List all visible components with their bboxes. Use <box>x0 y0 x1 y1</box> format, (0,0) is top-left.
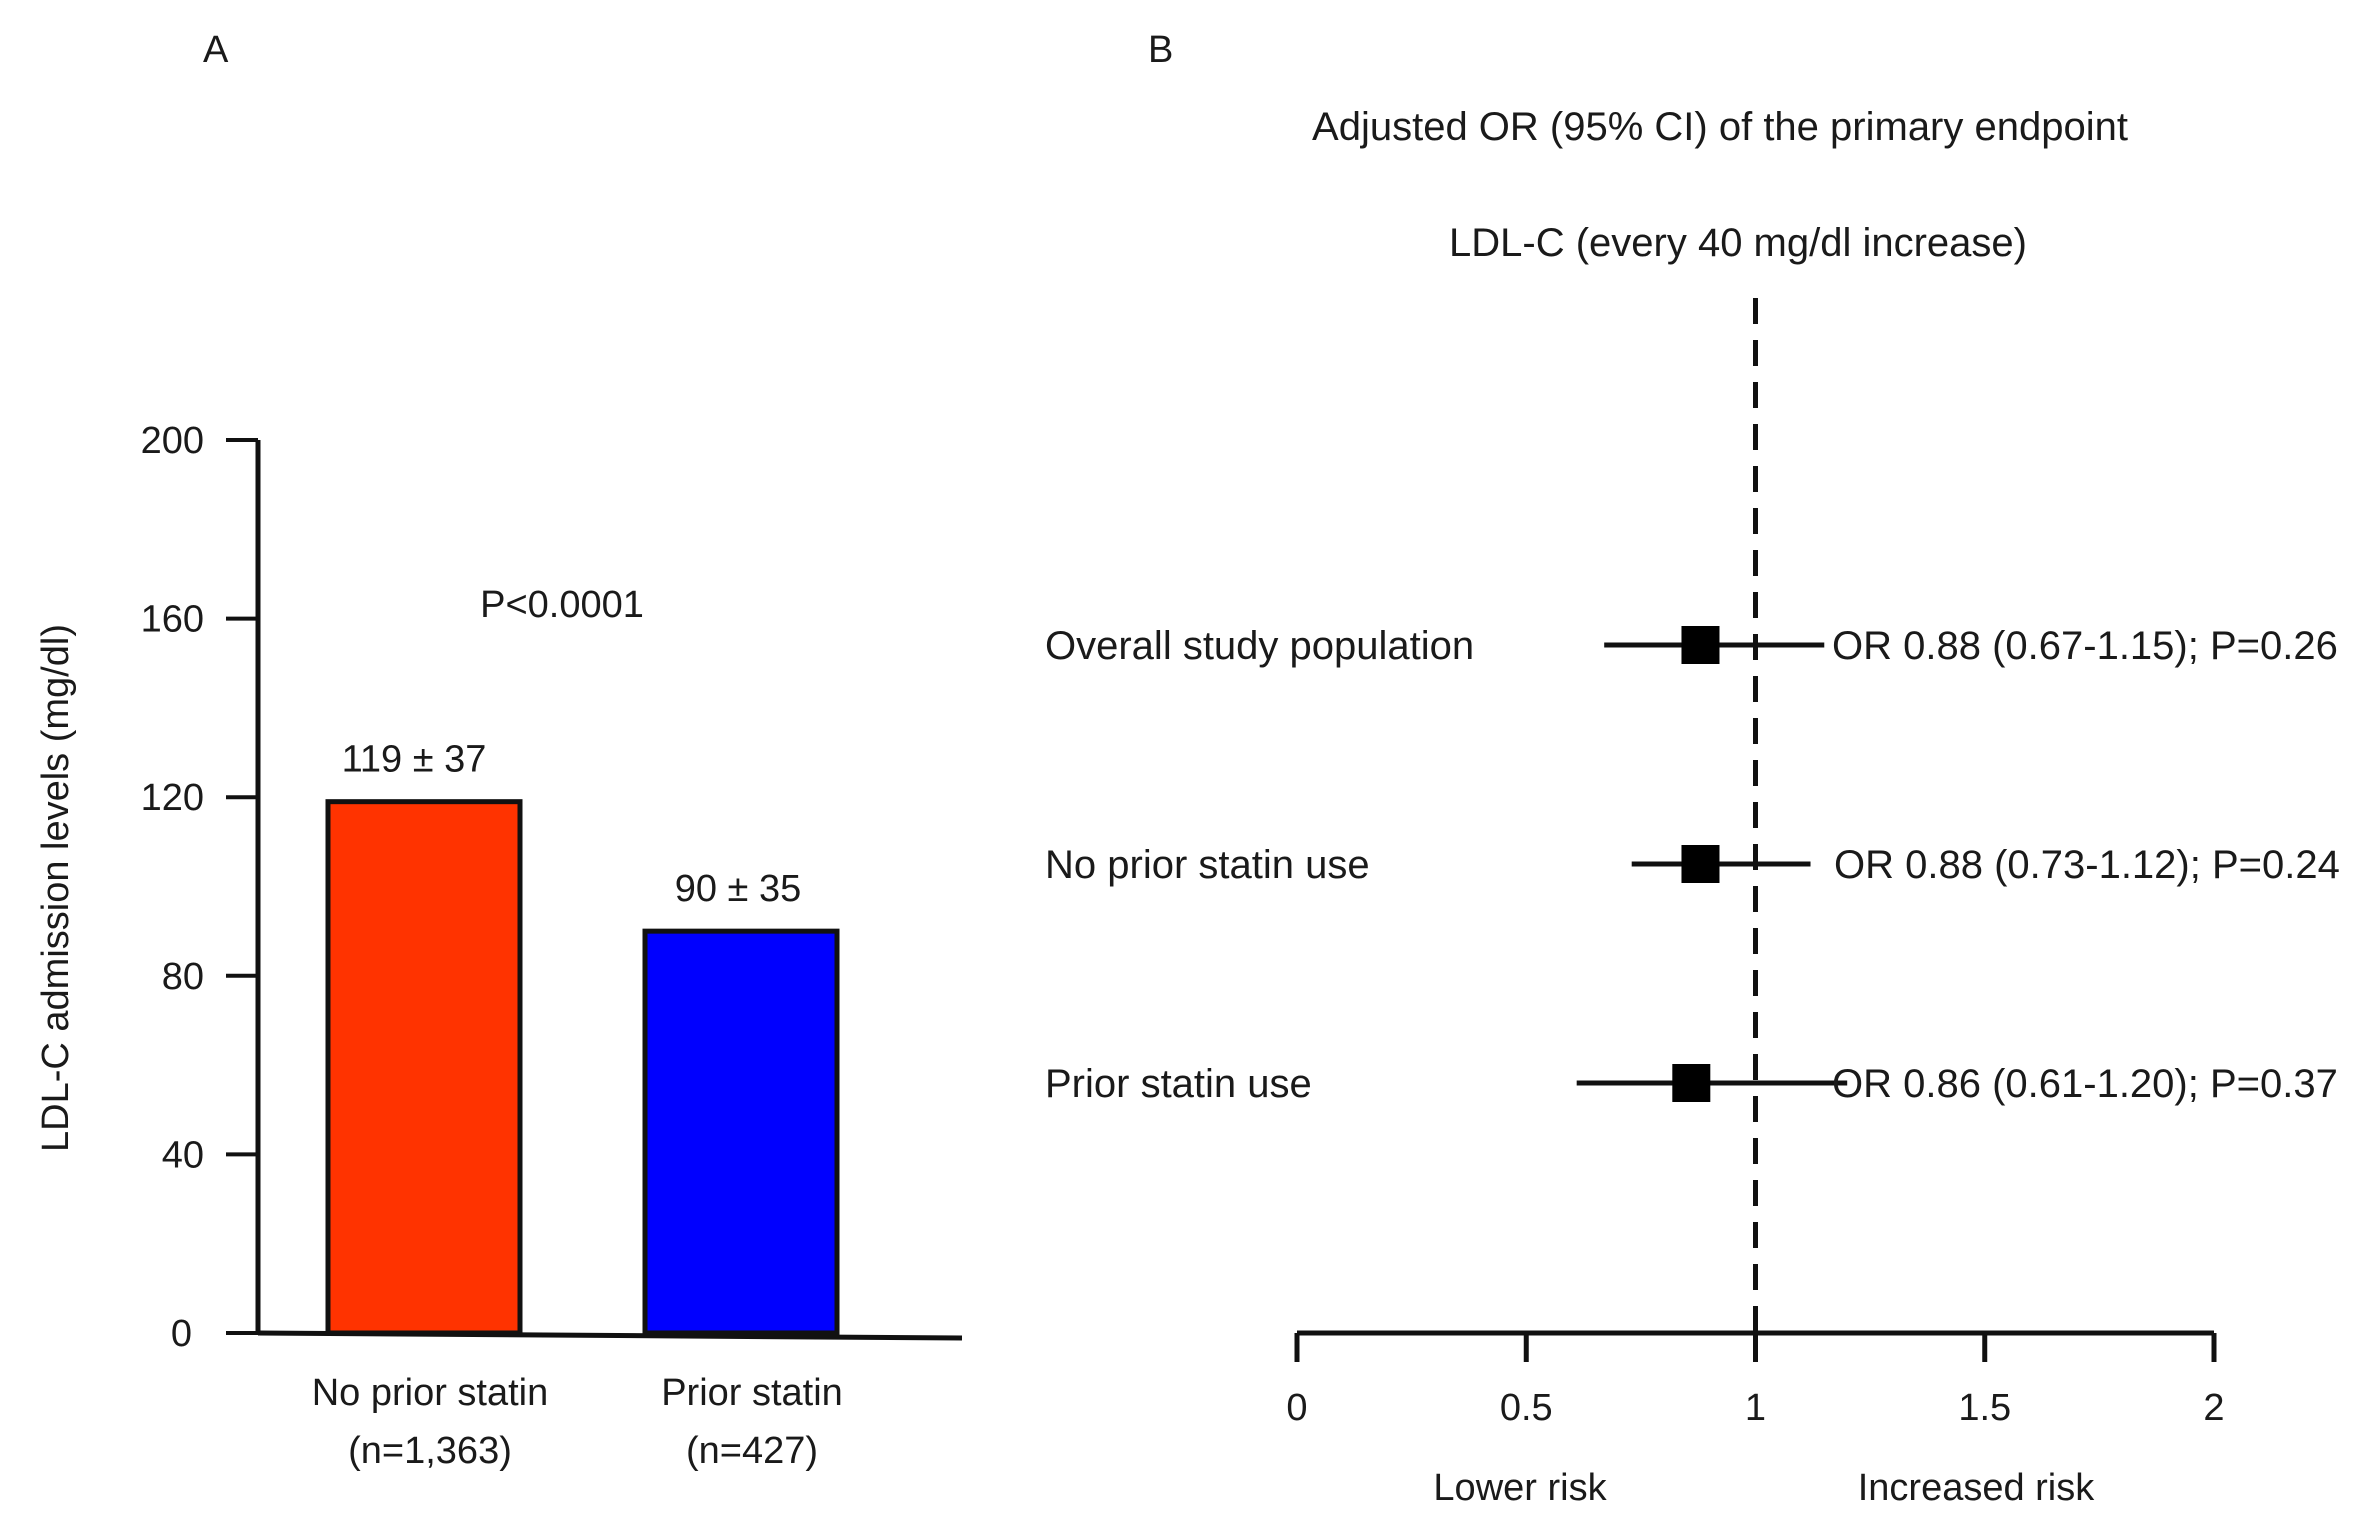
panel-a-y-tick-label: 80 <box>162 956 204 998</box>
panel-a: A LDL-C admission levels (mg/dl) P<0.000… <box>35 29 963 1472</box>
panel-b-label: B <box>1148 29 1173 71</box>
panel-a-y-tick-label: 120 <box>141 777 204 819</box>
panel-a-category-label: No prior statin <box>312 1372 549 1414</box>
panel-a-y-axis-title: LDL-C admission levels (mg/dl) <box>35 624 77 1152</box>
panel-b-increased-risk-label: Increased risk <box>1858 1467 2096 1509</box>
panel-a-label: A <box>203 29 229 71</box>
panel-b: B Adjusted OR (95% CI) of the primary en… <box>1045 29 2340 1509</box>
panel-b-x-tick-label: 0 <box>1286 1387 1307 1429</box>
panel-a-y-tick-label: 40 <box>162 1134 204 1176</box>
panel-b-row-label: Overall study population <box>1045 624 1474 668</box>
panel-b-x-tick-label: 0.5 <box>1500 1387 1553 1429</box>
panel-b-subtitle: LDL-C (every 40 mg/dl increase) <box>1449 221 2027 265</box>
panel-a-y-tick-label: 200 <box>141 420 204 462</box>
panel-b-lower-risk-label: Lower risk <box>1433 1467 1607 1509</box>
panel-a-y-tick-label: 160 <box>141 599 204 641</box>
panel-a-bar-data-label: 119 ± 37 <box>342 739 487 781</box>
panel-b-row-label: Prior statin use <box>1045 1062 1312 1106</box>
panel-a-pvalue-annotation: P<0.0001 <box>480 584 644 626</box>
panel-a-bar-prior-statin <box>642 928 840 1336</box>
panel-b-row-or-text: OR 0.88 (0.67-1.15); P=0.26 <box>1832 624 2338 668</box>
panel-b-or-marker <box>1681 845 1720 883</box>
panel-a-bar-no-prior-statin <box>325 799 523 1336</box>
panel-a-bar-data-label: 90 ± 35 <box>675 868 802 910</box>
panel-b-x-tick-label: 1 <box>1745 1387 1766 1429</box>
panel-b-or-marker <box>1681 626 1720 664</box>
panel-a-category-count: (n=427) <box>686 1430 818 1472</box>
panel-b-x-tick-label: 2 <box>2203 1387 2224 1429</box>
panel-b-row-label: No prior statin use <box>1045 843 1370 887</box>
panel-b-x-tick-label: 1.5 <box>1958 1387 2011 1429</box>
panel-a-category-count: (n=1,363) <box>348 1430 512 1472</box>
panel-a-category-label: Prior statin <box>661 1372 843 1414</box>
panel-b-title: Adjusted OR (95% CI) of the primary endp… <box>1312 105 2128 149</box>
panel-b-row-or-text: OR 0.88 (0.73-1.12); P=0.24 <box>1834 843 2340 887</box>
panel-a-y-tick-label: 0 <box>171 1313 192 1355</box>
panel-b-row-or-text: OR 0.86 (0.61-1.20); P=0.37 <box>1832 1062 2338 1106</box>
panel-b-or-marker <box>1672 1064 1711 1102</box>
